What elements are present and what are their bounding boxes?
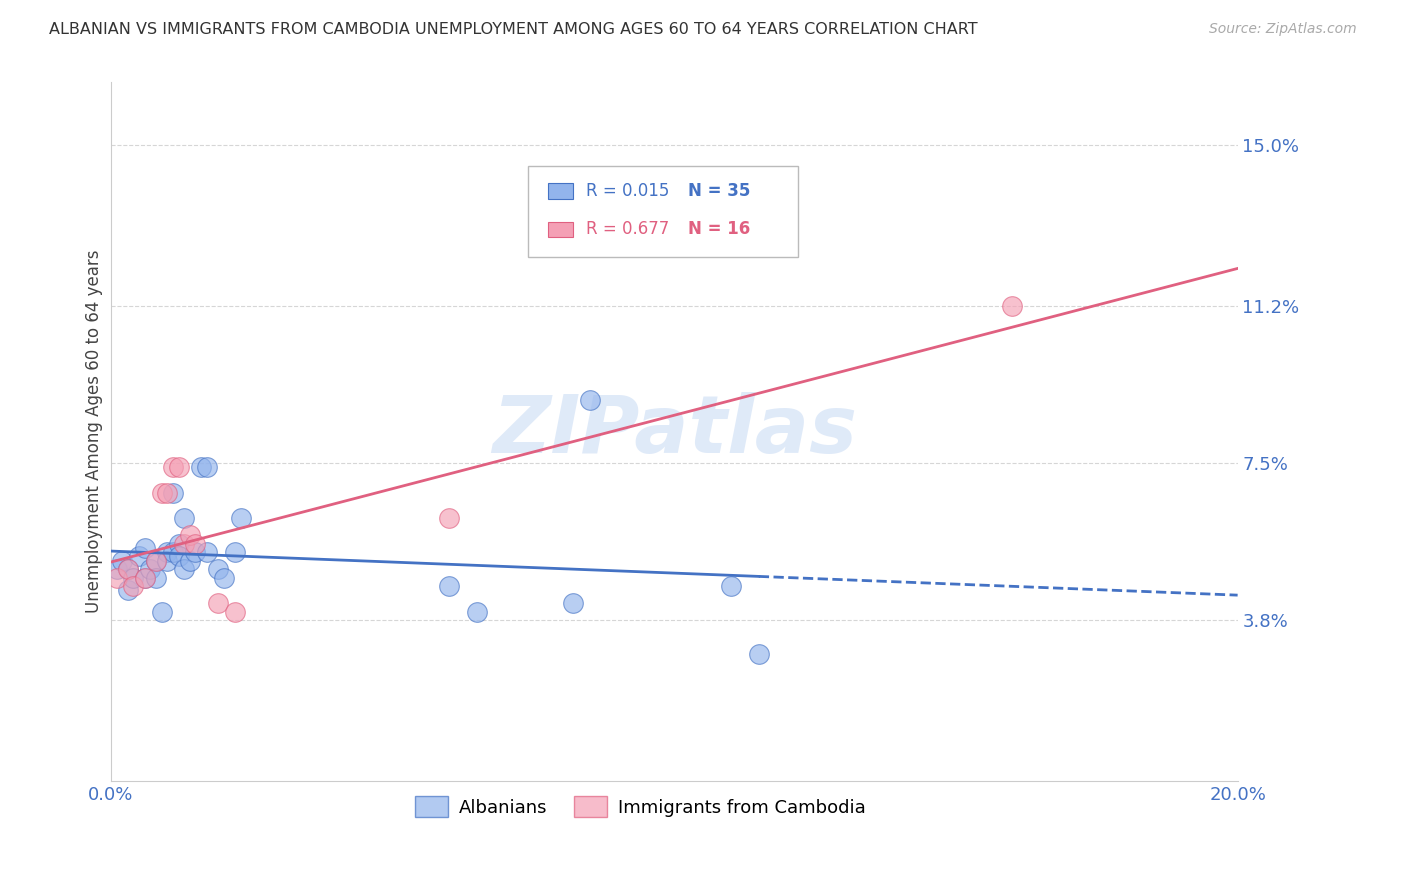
Point	[117, 562, 139, 576]
Point	[156, 545, 179, 559]
Legend: Albanians, Immigrants from Cambodia: Albanians, Immigrants from Cambodia	[408, 789, 873, 824]
Point	[195, 545, 218, 559]
Point	[179, 528, 201, 542]
Point	[167, 549, 190, 564]
Point	[184, 545, 207, 559]
Point	[437, 511, 460, 525]
Point	[167, 537, 190, 551]
Point	[173, 511, 195, 525]
Point	[224, 545, 246, 559]
Text: Source: ZipAtlas.com: Source: ZipAtlas.com	[1209, 22, 1357, 37]
Point	[212, 571, 235, 585]
Point	[122, 579, 145, 593]
Text: ZIPatlas: ZIPatlas	[492, 392, 856, 470]
Point	[748, 647, 770, 661]
Point	[134, 541, 156, 555]
Point	[111, 554, 134, 568]
Point	[561, 596, 583, 610]
Point	[1001, 300, 1024, 314]
Point	[156, 554, 179, 568]
Point	[207, 596, 229, 610]
Bar	[548, 183, 572, 199]
Point	[720, 579, 742, 593]
Point	[105, 562, 128, 576]
Point	[162, 460, 184, 475]
Point	[173, 537, 195, 551]
Point	[128, 549, 150, 564]
Point	[173, 562, 195, 576]
Point	[195, 460, 218, 475]
Point	[184, 537, 207, 551]
Point	[105, 571, 128, 585]
Point	[145, 571, 167, 585]
Text: N = 16: N = 16	[688, 220, 749, 238]
Point	[117, 583, 139, 598]
Point	[145, 554, 167, 568]
Point	[207, 562, 229, 576]
Point	[139, 562, 162, 576]
Text: ALBANIAN VS IMMIGRANTS FROM CAMBODIA UNEMPLOYMENT AMONG AGES 60 TO 64 YEARS CORR: ALBANIAN VS IMMIGRANTS FROM CAMBODIA UNE…	[49, 22, 977, 37]
Point	[437, 579, 460, 593]
Point	[465, 605, 488, 619]
Point	[156, 486, 179, 500]
Point	[578, 392, 600, 407]
Point	[134, 571, 156, 585]
Point	[179, 554, 201, 568]
Point	[162, 486, 184, 500]
Point	[145, 554, 167, 568]
Point	[162, 545, 184, 559]
Point	[229, 511, 252, 525]
Point	[122, 571, 145, 585]
Point	[224, 605, 246, 619]
Point	[134, 571, 156, 585]
Point	[117, 562, 139, 576]
Point	[167, 460, 190, 475]
Point	[150, 605, 173, 619]
Point	[150, 486, 173, 500]
Text: R = 0.015: R = 0.015	[586, 182, 669, 200]
Point	[190, 460, 212, 475]
FancyBboxPatch shape	[527, 166, 799, 257]
Bar	[548, 222, 572, 237]
Y-axis label: Unemployment Among Ages 60 to 64 years: Unemployment Among Ages 60 to 64 years	[86, 250, 103, 613]
Text: N = 35: N = 35	[688, 182, 751, 200]
Text: R = 0.677: R = 0.677	[586, 220, 669, 238]
